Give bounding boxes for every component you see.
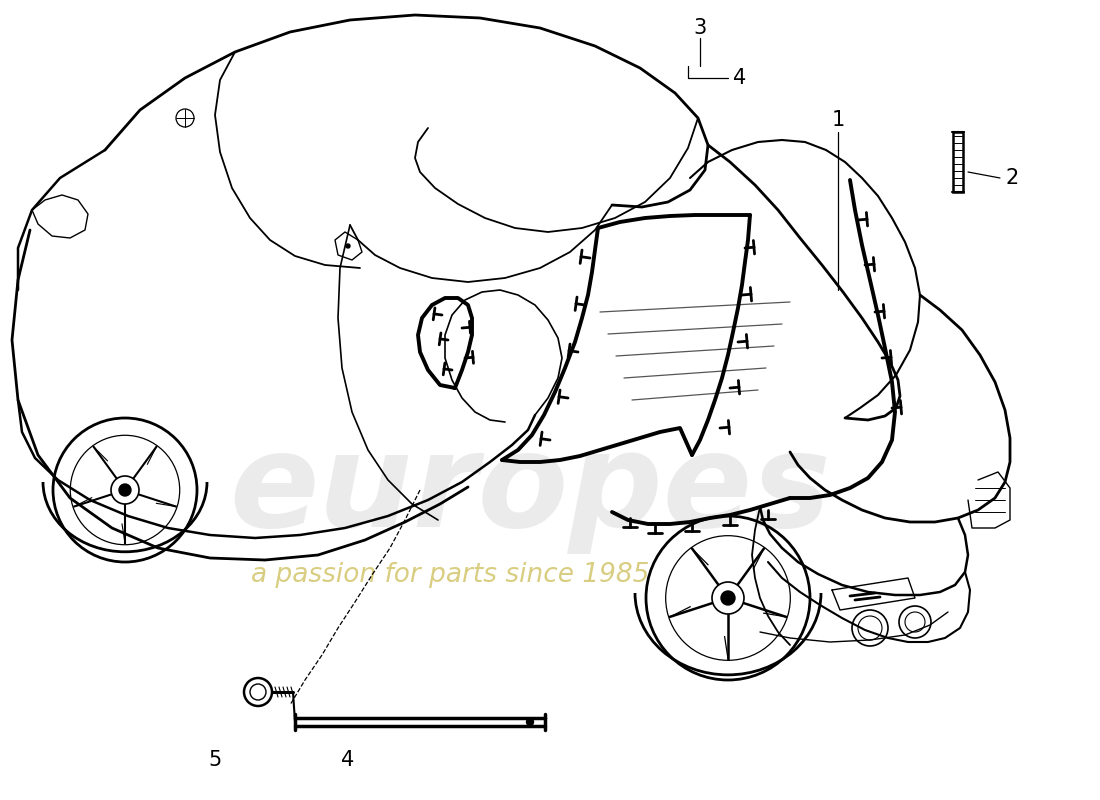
Text: 1: 1 [832, 110, 845, 130]
Circle shape [527, 718, 534, 726]
Text: 4: 4 [341, 750, 354, 770]
Circle shape [720, 591, 735, 605]
Text: 3: 3 [693, 18, 706, 38]
Circle shape [119, 484, 131, 496]
Text: 4: 4 [734, 68, 747, 88]
Text: 5: 5 [208, 750, 221, 770]
Text: europes: europes [229, 426, 830, 554]
Bar [953, 132, 962, 192]
Text: a passion for parts since 1985: a passion for parts since 1985 [251, 562, 649, 588]
Text: 2: 2 [1005, 168, 1019, 188]
Circle shape [346, 244, 350, 248]
